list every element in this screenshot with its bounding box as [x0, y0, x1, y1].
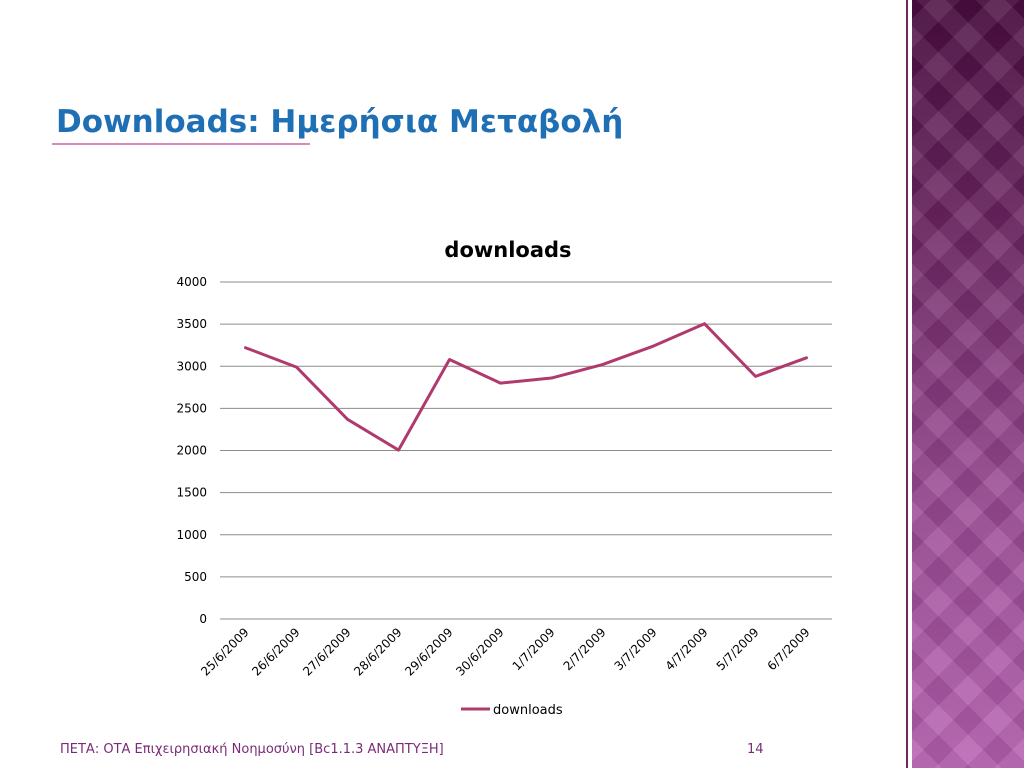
legend-label-downloads: downloads	[493, 703, 563, 718]
y-tick-label: 4000	[176, 275, 207, 289]
x-tick-label: 28/6/2009	[351, 625, 404, 678]
slide-title: Downloads: Ημερήσια Μεταβολή	[56, 104, 624, 140]
x-tick-label: 5/7/2009	[714, 625, 762, 673]
side-band-decoration	[912, 0, 1024, 768]
x-tick-label: 3/7/2009	[612, 625, 660, 673]
x-tick-label: 1/7/2009	[510, 625, 558, 673]
footer-text: ΠΕΤΑ: ΟΤΑ Επιχειρησιακή Νοημοσύνη [Bc1.1…	[60, 742, 444, 757]
title-underline	[52, 143, 310, 145]
x-tick-label: 25/6/2009	[198, 625, 251, 678]
x-tick-label: 30/6/2009	[453, 625, 506, 678]
x-tick-label: 29/6/2009	[402, 625, 455, 678]
y-tick-label: 3500	[176, 317, 207, 331]
x-tick-label: 6/7/2009	[765, 625, 813, 673]
x-tick-label: 27/6/2009	[300, 625, 353, 678]
x-tick-label: 26/6/2009	[249, 625, 302, 678]
series-line-downloads	[244, 322, 808, 452]
page-number: 14	[747, 742, 764, 757]
y-tick-label: 1000	[176, 528, 207, 542]
y-tick-label: 2500	[176, 401, 207, 415]
x-tick-label: 2/7/2009	[561, 625, 609, 673]
y-tick-label: 500	[184, 570, 207, 584]
y-tick-label: 1500	[176, 486, 207, 500]
y-tick-label: 0	[199, 612, 207, 626]
side-band-border	[906, 0, 908, 768]
x-tick-label: 4/7/2009	[663, 625, 711, 673]
y-tick-label: 2000	[176, 444, 207, 458]
y-tick-label: 3000	[176, 359, 207, 373]
chart-title: downloads	[444, 238, 571, 262]
line-chart: downloads 0 500 1000 1500 2000 2500 3000 3500 40…	[176, 238, 832, 718]
